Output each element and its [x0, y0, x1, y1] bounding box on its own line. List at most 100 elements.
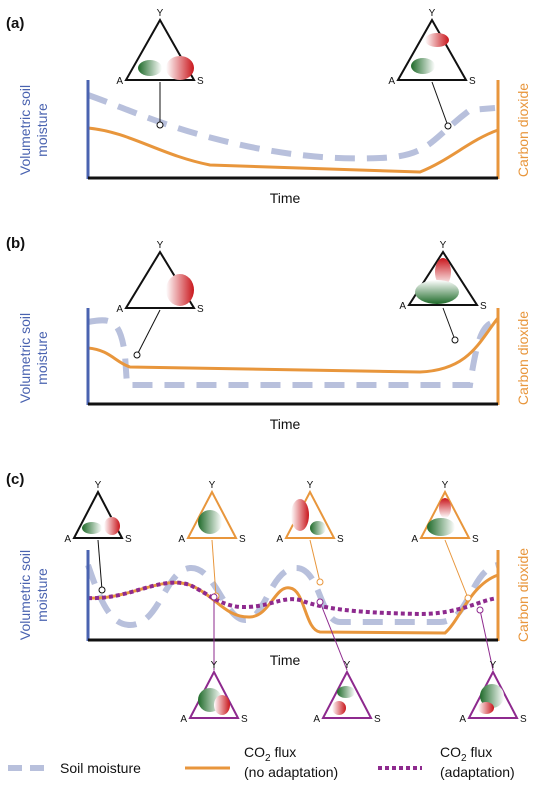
community-blob — [332, 701, 346, 715]
y-label-left: Volumetric soil — [17, 85, 33, 175]
co2-curve — [87, 317, 500, 374]
y-label-left: Volumetric soil — [17, 550, 33, 640]
vertex-label: S — [469, 76, 476, 87]
y-label-left: moisture — [34, 103, 50, 157]
connector-end — [98, 586, 106, 594]
community-blob — [166, 274, 194, 306]
legend-text: flux — [467, 744, 493, 760]
vertex-label: S — [472, 534, 479, 545]
vertex-label: Y — [157, 240, 164, 251]
community-blob — [198, 510, 222, 534]
vertex-label: Y — [344, 660, 351, 671]
vertex-label: Y — [442, 480, 449, 491]
community-blob — [425, 33, 449, 47]
soil-moisture-curve — [87, 317, 499, 388]
community-blob — [310, 521, 326, 535]
connector — [97, 539, 103, 591]
vertex-label: S — [480, 301, 487, 312]
panel-label: (c) — [6, 471, 24, 488]
connector — [431, 81, 449, 127]
panel-a: (a) Time Volumetric soil moisture Carbon … — [6, 15, 531, 206]
vertex-label: A — [313, 714, 320, 725]
legend-text: CO — [244, 744, 265, 760]
connector-end — [156, 121, 164, 129]
y-label-right: Carbon dioxide — [515, 311, 531, 405]
vertex-label: A — [399, 301, 406, 312]
panel-label: (a) — [6, 15, 24, 32]
community-blob — [435, 258, 451, 286]
community-blob — [138, 60, 162, 76]
legend-text: flux — [271, 744, 297, 760]
legend-label: CO2 flux — [440, 744, 492, 764]
y-label-left: Volumetric soil — [17, 313, 33, 403]
vertex-label: Y — [211, 660, 218, 671]
legend-subscript: 2 — [461, 753, 467, 764]
vertex-label: Y — [209, 480, 216, 491]
vertex-label: S — [337, 534, 344, 545]
connector-end — [316, 578, 324, 586]
soil-moisture-curve — [85, 562, 499, 629]
vertex-label: Y — [440, 240, 447, 251]
vertex-label: Y — [307, 480, 314, 491]
community-blob — [415, 280, 459, 304]
community-blob — [214, 695, 230, 715]
connector — [444, 539, 469, 599]
x-label: Time — [270, 652, 301, 668]
vertex-label: Y — [95, 480, 102, 491]
vertex-label: Y — [157, 8, 164, 19]
vertex-label: Y — [490, 660, 497, 671]
connector-end — [476, 606, 484, 614]
community-blob — [337, 686, 355, 698]
connector-end — [316, 598, 324, 606]
co2-curve — [87, 126, 499, 174]
y-label-right: Carbon dioxide — [515, 548, 531, 642]
connector — [136, 309, 161, 356]
connector — [319, 601, 348, 671]
connector-end — [451, 336, 459, 344]
vertex-label: A — [116, 76, 123, 87]
triangles: Y A S Y A S Y A S Y A S Y A S Y A S Y A S Y A S Y A S Y A S Y A S — [64, 8, 527, 725]
y-label-right: Carbon dioxide — [515, 83, 531, 177]
soil-moisture-curve — [86, 92, 496, 162]
community-blob — [411, 58, 435, 74]
connector — [479, 609, 494, 671]
x-label: Time — [270, 416, 301, 432]
legend-label: (adaptation) — [440, 764, 515, 780]
community-blob — [427, 518, 455, 536]
vertex-label: S — [520, 714, 527, 725]
connector — [442, 307, 456, 341]
legend: Soil moisture CO2 flux (no adaptation) C… — [8, 744, 515, 780]
connector — [309, 539, 321, 583]
legend-subscript: 2 — [265, 753, 271, 764]
connector-end — [133, 351, 141, 359]
vertex-label: S — [241, 714, 248, 725]
vertex-label: A — [180, 714, 187, 725]
vertex-label: A — [388, 76, 395, 87]
vertex-label: Y — [429, 8, 436, 19]
connector — [211, 539, 217, 597]
vertex-label: S — [197, 304, 204, 315]
vertex-label: A — [178, 534, 185, 545]
legend-label: CO2 flux — [244, 744, 296, 764]
vertex-label: A — [411, 534, 418, 545]
community-blob — [439, 498, 451, 518]
community-blob — [478, 702, 494, 714]
x-label: Time — [270, 190, 301, 206]
y-label-left: moisture — [34, 568, 50, 622]
community-blob — [82, 522, 102, 534]
vertex-label: S — [125, 534, 132, 545]
vertex-label: A — [64, 534, 71, 545]
y-label-left: moisture — [34, 331, 50, 385]
legend-text: CO — [440, 744, 461, 760]
community-blob — [291, 499, 309, 531]
panel-label: (b) — [6, 235, 25, 252]
connector-end — [444, 122, 452, 130]
legend-label: (no adaptation) — [244, 764, 338, 780]
panel-b: (b) Time Volumetric soil moisture Carbon … — [6, 235, 531, 432]
vertex-label: S — [239, 534, 246, 545]
connector-end — [464, 594, 472, 602]
community-blob — [104, 517, 120, 535]
panel-c: (c) Time Volumetric soil moisture Carbon … — [6, 471, 531, 668]
vertex-label: A — [276, 534, 283, 545]
